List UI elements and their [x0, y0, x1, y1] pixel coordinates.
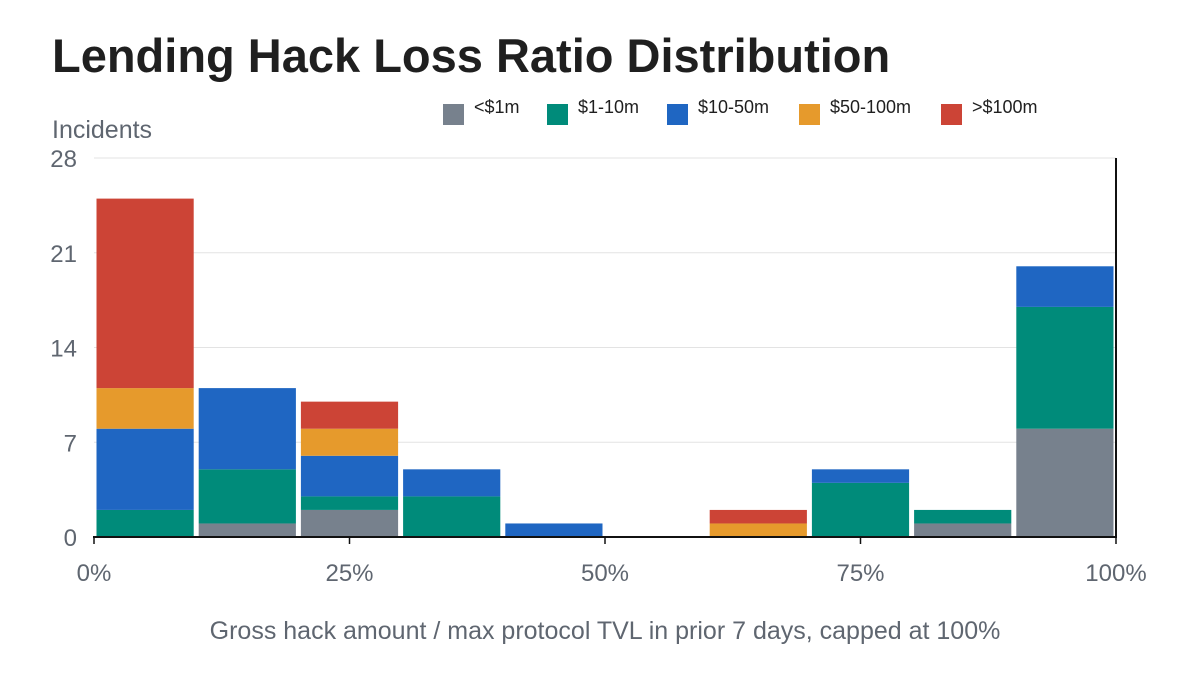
legend-label: >$100m — [972, 97, 1038, 117]
bar-segment-0-10%-$50-100m — [96, 388, 194, 429]
x-axis-label: Gross hack amount / max protocol TVL in … — [209, 617, 1001, 645]
bar-segment-20-30%->$100m — [300, 401, 399, 429]
bar-segment-90-100%-<$1m — [1016, 428, 1114, 537]
bar-segment-0-10%-$10-50m — [96, 428, 194, 510]
bar-segment-40-50%-$10-50m — [505, 523, 603, 537]
y-axis-label: Incidents — [52, 116, 153, 144]
legend-swatch — [443, 104, 464, 125]
legend-label: <$1m — [474, 97, 520, 117]
bar-segment-70-80%-$1-10m — [811, 482, 910, 537]
bar-segment-30-40%-$10-50m — [403, 469, 501, 497]
bar-segment-0-10%-$1-10m — [96, 509, 194, 537]
bar-segment-20-30%-$1-10m — [300, 496, 399, 510]
legend-label: $10-50m — [698, 97, 770, 117]
bar-segment-10-20%-<$1m — [198, 523, 296, 537]
bar-segment-90-100%-$10-50m — [1016, 266, 1114, 307]
legend-swatch — [667, 104, 688, 125]
bar-segment-10-20%-$1-10m — [198, 469, 296, 524]
bar-segment-70-80%-$10-50m — [811, 469, 910, 483]
x-tick-label-50%: 50% — [581, 560, 629, 587]
bar-segment-10-20%-$10-50m — [198, 388, 296, 470]
bar-segment-20-30%-<$1m — [300, 509, 399, 537]
x-tick-label-0%: 0% — [77, 560, 112, 587]
bar-segment-20-30%-$10-50m — [300, 455, 399, 497]
legend-label: $1-10m — [578, 97, 640, 117]
x-tick-label-100%: 100% — [1085, 560, 1146, 587]
bar-segment-90-100%-$1-10m — [1016, 306, 1114, 429]
y-tick-label-28: 28 — [50, 146, 77, 173]
x-tick-label-25%: 25% — [325, 560, 373, 587]
bar-segment-20-30%-$50-100m — [300, 428, 399, 456]
bar-segment-0-10%->$100m — [96, 198, 194, 389]
y-tick-label-14: 14 — [50, 336, 77, 363]
chart-title: Lending Hack Loss Ratio Distribution — [52, 29, 891, 82]
y-tick-label-7: 7 — [64, 430, 77, 457]
legend-label: $50-100m — [830, 97, 912, 117]
x-tick-label-75%: 75% — [836, 560, 884, 587]
bar-segment-30-40%-$1-10m — [403, 496, 501, 537]
bar-segment-60-70%-$50-100m — [709, 523, 807, 537]
legend-swatch — [547, 104, 568, 125]
bar-segment-60-70%->$100m — [709, 509, 807, 524]
legend-swatch — [941, 104, 962, 125]
bar-segment-80-90%-$1-10m — [914, 509, 1012, 524]
legend-swatch — [799, 104, 820, 125]
y-tick-label-21: 21 — [50, 241, 77, 268]
bar-segment-80-90%-<$1m — [914, 523, 1012, 537]
y-tick-label-0: 0 — [64, 525, 77, 552]
